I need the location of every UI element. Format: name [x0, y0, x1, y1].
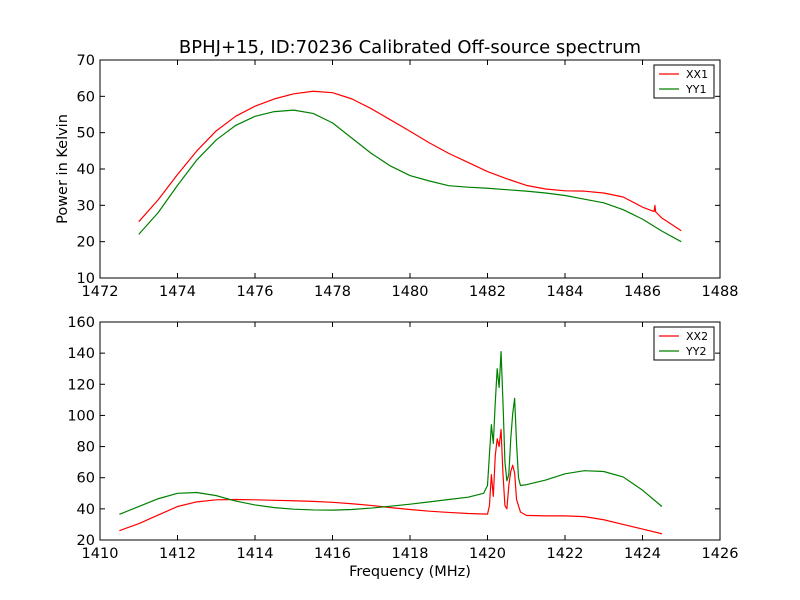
bottom-chart-panel: 1410 1412 1414 1416 1418 1420 1422 1424 1426 20 40…	[67, 315, 738, 580]
legend-label-xx1: XX1	[686, 68, 708, 81]
x-tick-label: 1422	[547, 546, 584, 562]
y-tick-label: 60	[77, 471, 95, 487]
legend-label-yy2: YY2	[685, 345, 706, 358]
legend-box	[653, 64, 715, 99]
x-tick-label: 1416	[314, 546, 351, 562]
y-tick-label: 40	[77, 502, 95, 518]
x-tick-label: 1488	[702, 284, 739, 300]
series-line-xx2	[119, 428, 663, 535]
x-tick-label: 1418	[392, 546, 429, 562]
y-tick-label: 140	[67, 346, 95, 362]
x-tick-label: 1472	[82, 284, 119, 300]
x-axis-label: Frequency (MHz)	[349, 564, 471, 580]
x-tick-label: 1486	[624, 284, 661, 300]
series-line-yy2	[119, 350, 663, 515]
x-tick-label: 1412	[159, 546, 196, 562]
y-tick-label: 40	[77, 162, 95, 178]
x-tick-label: 1480	[392, 284, 429, 300]
y-tick-label: 120	[67, 377, 95, 393]
x-tick-label: 1424	[624, 546, 661, 562]
x-tick-label: 1420	[469, 546, 506, 562]
series-line-yy1	[138, 109, 682, 243]
legend-label-xx2: XX2	[686, 330, 708, 343]
y-tick-label: 80	[77, 440, 95, 456]
y-tick-label: 10	[77, 271, 95, 287]
y-tick-label: 160	[67, 315, 95, 331]
x-tick-label: 1410	[82, 546, 119, 562]
y-tick-label: 20	[77, 533, 95, 549]
x-tick-label: 1478	[314, 284, 351, 300]
y-tick-label: 70	[77, 53, 95, 69]
top-chart-panel: 1472 1474 1476 1478 1480 1482 1484 1486 1488 10 20…	[55, 53, 738, 300]
x-tick-label: 1426	[702, 546, 739, 562]
series-line-xx1	[138, 90, 682, 232]
y-tick-label: 50	[77, 126, 95, 142]
y-tick-label: 20	[77, 235, 95, 251]
legend-box	[653, 326, 715, 361]
y-axis-label: Power in Kelvin	[55, 114, 71, 224]
x-tick-label: 1484	[547, 284, 584, 300]
y-tick-label: 60	[77, 89, 95, 105]
x-tick-label: 1482	[469, 284, 506, 300]
y-tick-label: 100	[67, 408, 95, 424]
y-tick-label: 30	[77, 198, 95, 214]
chart-title: BPHJ+15, ID:70236 Calibrated Off-source …	[179, 37, 641, 58]
x-tick-label: 1476	[237, 284, 274, 300]
x-tick-label: 1414	[237, 546, 274, 562]
legend-label-yy1: YY1	[685, 83, 706, 96]
x-tick-label: 1474	[159, 284, 196, 300]
